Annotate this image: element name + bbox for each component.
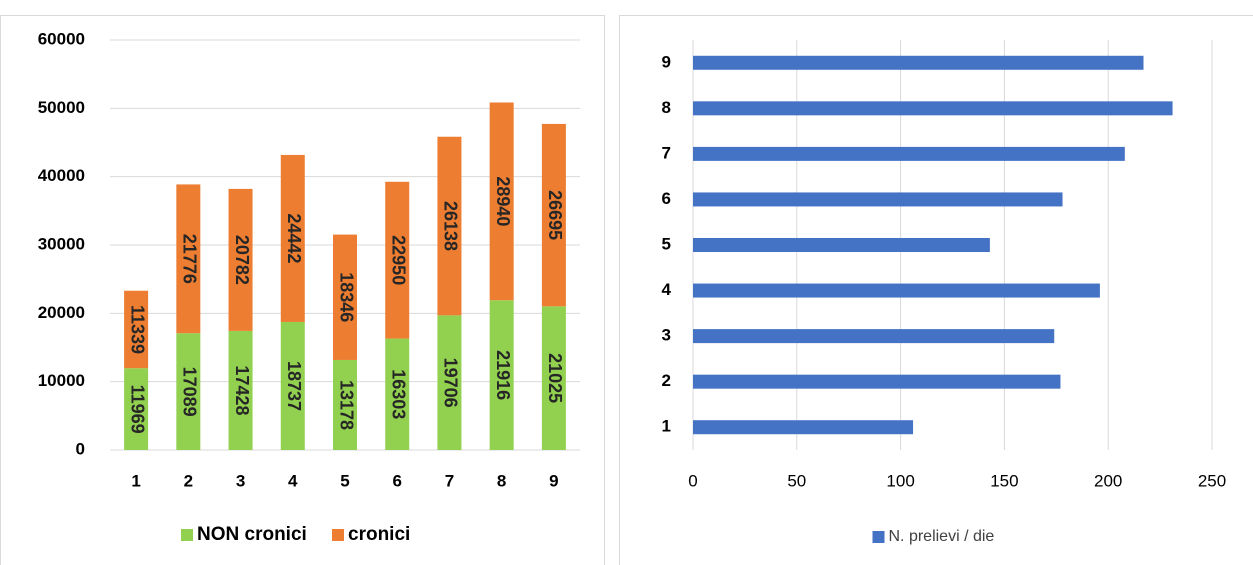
- x-tick-label: 1: [131, 471, 140, 490]
- legend-swatch: [872, 531, 885, 543]
- left-panel: [0, 15, 605, 565]
- data-label: 16303: [388, 369, 408, 419]
- y-tick-label: 4: [662, 280, 672, 299]
- bar-segment: [489, 102, 514, 301]
- data-label: 21025: [545, 353, 565, 403]
- legend-swatch: [332, 529, 344, 541]
- data-label: 28940: [493, 176, 513, 226]
- legend-swatch: [181, 529, 193, 541]
- bar: [693, 374, 1061, 389]
- bar-segment: [280, 154, 305, 322]
- data-label: 11339: [127, 305, 147, 354]
- legend-label: N. prelievi / die: [889, 528, 995, 545]
- x-tick-label: 6: [392, 471, 401, 490]
- bar-segment: [280, 321, 305, 450]
- bar-segment: [333, 234, 357, 360]
- right-panel: [619, 15, 1253, 565]
- x-tick-label: 150: [990, 471, 1018, 490]
- bar-segment: [541, 306, 566, 450]
- x-tick-label: 0: [688, 471, 697, 490]
- bar-segment: [489, 300, 514, 450]
- bar-segment: [124, 290, 149, 369]
- bar-segment: [228, 330, 253, 450]
- bar-segment: [385, 338, 410, 450]
- y-tick-label: 0: [76, 439, 85, 458]
- data-label: 17428: [232, 365, 252, 415]
- x-tick-label: 4: [288, 471, 298, 490]
- bar: [693, 146, 1125, 161]
- data-label: 13178: [336, 380, 356, 430]
- bar-segment: [541, 123, 566, 307]
- x-tick-label: 7: [445, 471, 454, 490]
- bar-segment: [176, 184, 201, 334]
- y-tick-label: 10000: [38, 371, 85, 390]
- data-label: 11969: [127, 385, 147, 434]
- x-tick-label: 50: [787, 471, 806, 490]
- data-label: 20782: [232, 235, 252, 285]
- bar-segment: [437, 136, 462, 316]
- y-tick-label: 6: [662, 189, 671, 208]
- data-label: 26138: [441, 201, 461, 251]
- y-tick-label: 5: [662, 234, 671, 253]
- bar-segment: [124, 368, 149, 450]
- data-label: 19706: [441, 358, 461, 408]
- bar-segment: [228, 188, 253, 331]
- bar: [693, 192, 1063, 207]
- bar: [693, 238, 990, 252]
- data-label: 21916: [493, 350, 513, 400]
- legend-label: cronici: [348, 524, 410, 545]
- y-tick-label: 20000: [38, 303, 85, 322]
- data-label: 17089: [180, 367, 200, 417]
- data-label: 26695: [545, 190, 565, 240]
- y-tick-label: 8: [662, 98, 671, 117]
- y-tick-label: 50000: [38, 98, 85, 117]
- legend-label: NON cronici: [197, 524, 307, 545]
- bar-segment: [176, 333, 201, 450]
- x-tick-label: 200: [1094, 471, 1122, 490]
- x-tick-label: 3: [236, 471, 245, 490]
- data-label: 24442: [284, 213, 304, 263]
- bar-segment: [333, 359, 357, 450]
- bar: [693, 101, 1173, 116]
- data-label: 18737: [284, 361, 304, 411]
- bar: [693, 329, 1055, 344]
- y-tick-label: 9: [662, 52, 671, 71]
- y-tick-label: 60000: [38, 29, 85, 48]
- y-tick-label: 30000: [38, 234, 85, 253]
- x-tick-label: 2: [184, 471, 193, 490]
- y-tick-label: 7: [662, 143, 671, 162]
- bar: [693, 283, 1100, 298]
- bar: [693, 55, 1144, 70]
- y-tick-label: 1: [662, 417, 671, 436]
- data-label: 18346: [336, 272, 356, 322]
- y-tick-label: 2: [662, 371, 671, 390]
- x-tick-label: 5: [340, 471, 349, 490]
- y-tick-label: 40000: [38, 166, 85, 185]
- data-label: 22950: [388, 235, 408, 285]
- x-tick-label: 100: [886, 471, 914, 490]
- data-label: 21776: [180, 234, 200, 284]
- x-tick-label: 250: [1198, 471, 1226, 490]
- bar-segment: [385, 181, 410, 339]
- x-tick-label: 9: [549, 471, 558, 490]
- bar: [693, 420, 914, 435]
- x-tick-label: 8: [497, 471, 506, 490]
- y-tick-label: 3: [662, 326, 671, 345]
- bar-segment: [437, 315, 462, 450]
